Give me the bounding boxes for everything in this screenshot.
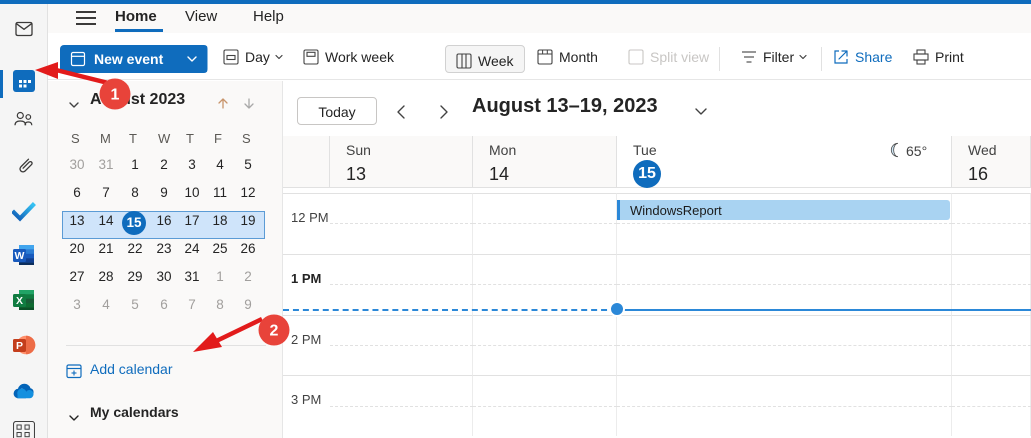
svg-text:X: X [16,295,23,307]
svg-text:W: W [15,250,25,262]
svg-text:P: P [16,340,23,352]
